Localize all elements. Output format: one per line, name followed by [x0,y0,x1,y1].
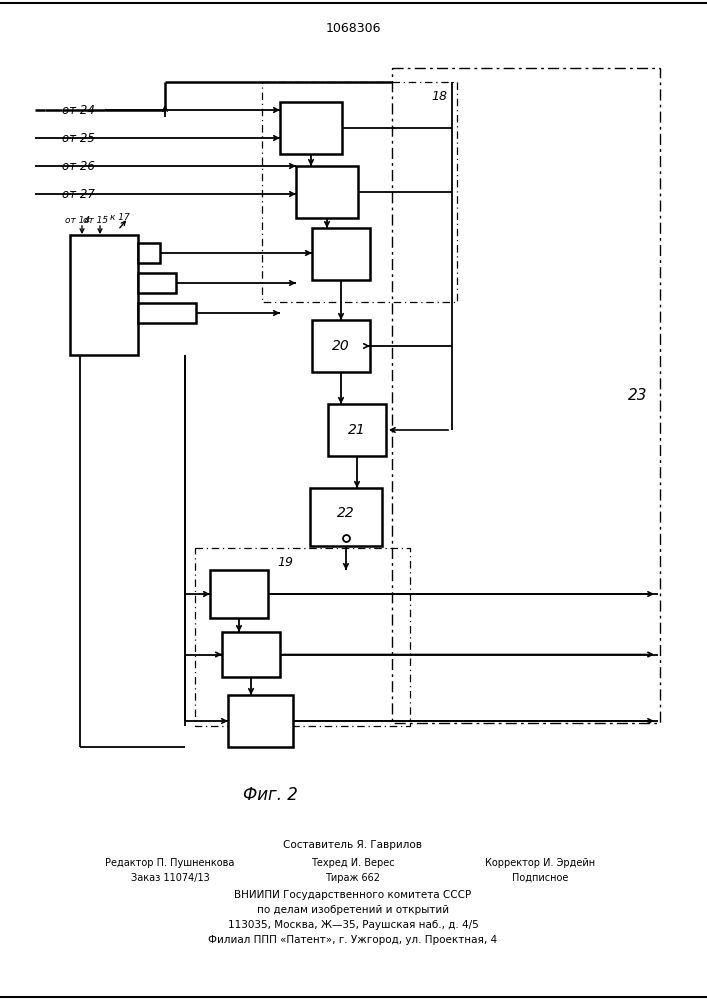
Text: Техред И. Верес: Техред И. Верес [311,858,395,868]
Bar [70,235,138,355]
Bar [392,68,660,723]
Text: от 14: от 14 [66,216,90,225]
Text: Составитель Я. Гаврилов: Составитель Я. Гаврилов [284,840,423,850]
Bar [138,273,176,293]
Text: Тираж 662: Тираж 662 [325,873,380,883]
Text: Филиал ППП «Патент», г. Ужгород, ул. Проектная, 4: Филиал ППП «Патент», г. Ужгород, ул. Про… [209,935,498,945]
Text: 22: 22 [337,506,355,520]
Text: от 25: от 25 [62,131,95,144]
Text: ВНИИПИ Государственного комитета СССР: ВНИИПИ Государственного комитета СССР [235,890,472,900]
Text: Редактор П. Пушненкова: Редактор П. Пушненкова [105,858,235,868]
Text: 113035, Москва, Ж—35, Раушская наб., д. 4/5: 113035, Москва, Ж—35, Раушская наб., д. … [228,920,479,930]
Bar [210,570,268,618]
Bar [222,632,280,677]
Bar [328,404,386,456]
Bar [138,243,160,263]
Text: от 24: от 24 [62,104,95,116]
Text: 23: 23 [629,387,648,402]
Text: Корректор И. Эрдейн: Корректор И. Эрдейн [485,858,595,868]
Bar [310,488,382,546]
Bar [296,166,358,218]
Bar [280,102,342,154]
Text: от 15: от 15 [83,216,109,225]
Text: к 17: к 17 [110,213,130,222]
Text: 19: 19 [277,556,293,568]
Bar [262,82,457,302]
Text: Фиг. 2: Фиг. 2 [243,786,298,804]
Text: Заказ 11074/13: Заказ 11074/13 [131,873,209,883]
Bar [312,228,370,280]
Text: от 26: от 26 [62,159,95,172]
Text: от 27: от 27 [62,188,95,200]
Text: 1068306: 1068306 [326,21,381,34]
Bar [195,548,410,726]
Bar [312,320,370,372]
Text: 18: 18 [431,90,447,103]
Text: Подписное: Подписное [512,873,568,883]
Text: по делам изобретений и открытий: по делам изобретений и открытий [257,905,449,915]
Bar [138,303,196,323]
Text: 20: 20 [332,339,350,353]
Bar [228,695,293,747]
Text: 21: 21 [348,423,366,437]
